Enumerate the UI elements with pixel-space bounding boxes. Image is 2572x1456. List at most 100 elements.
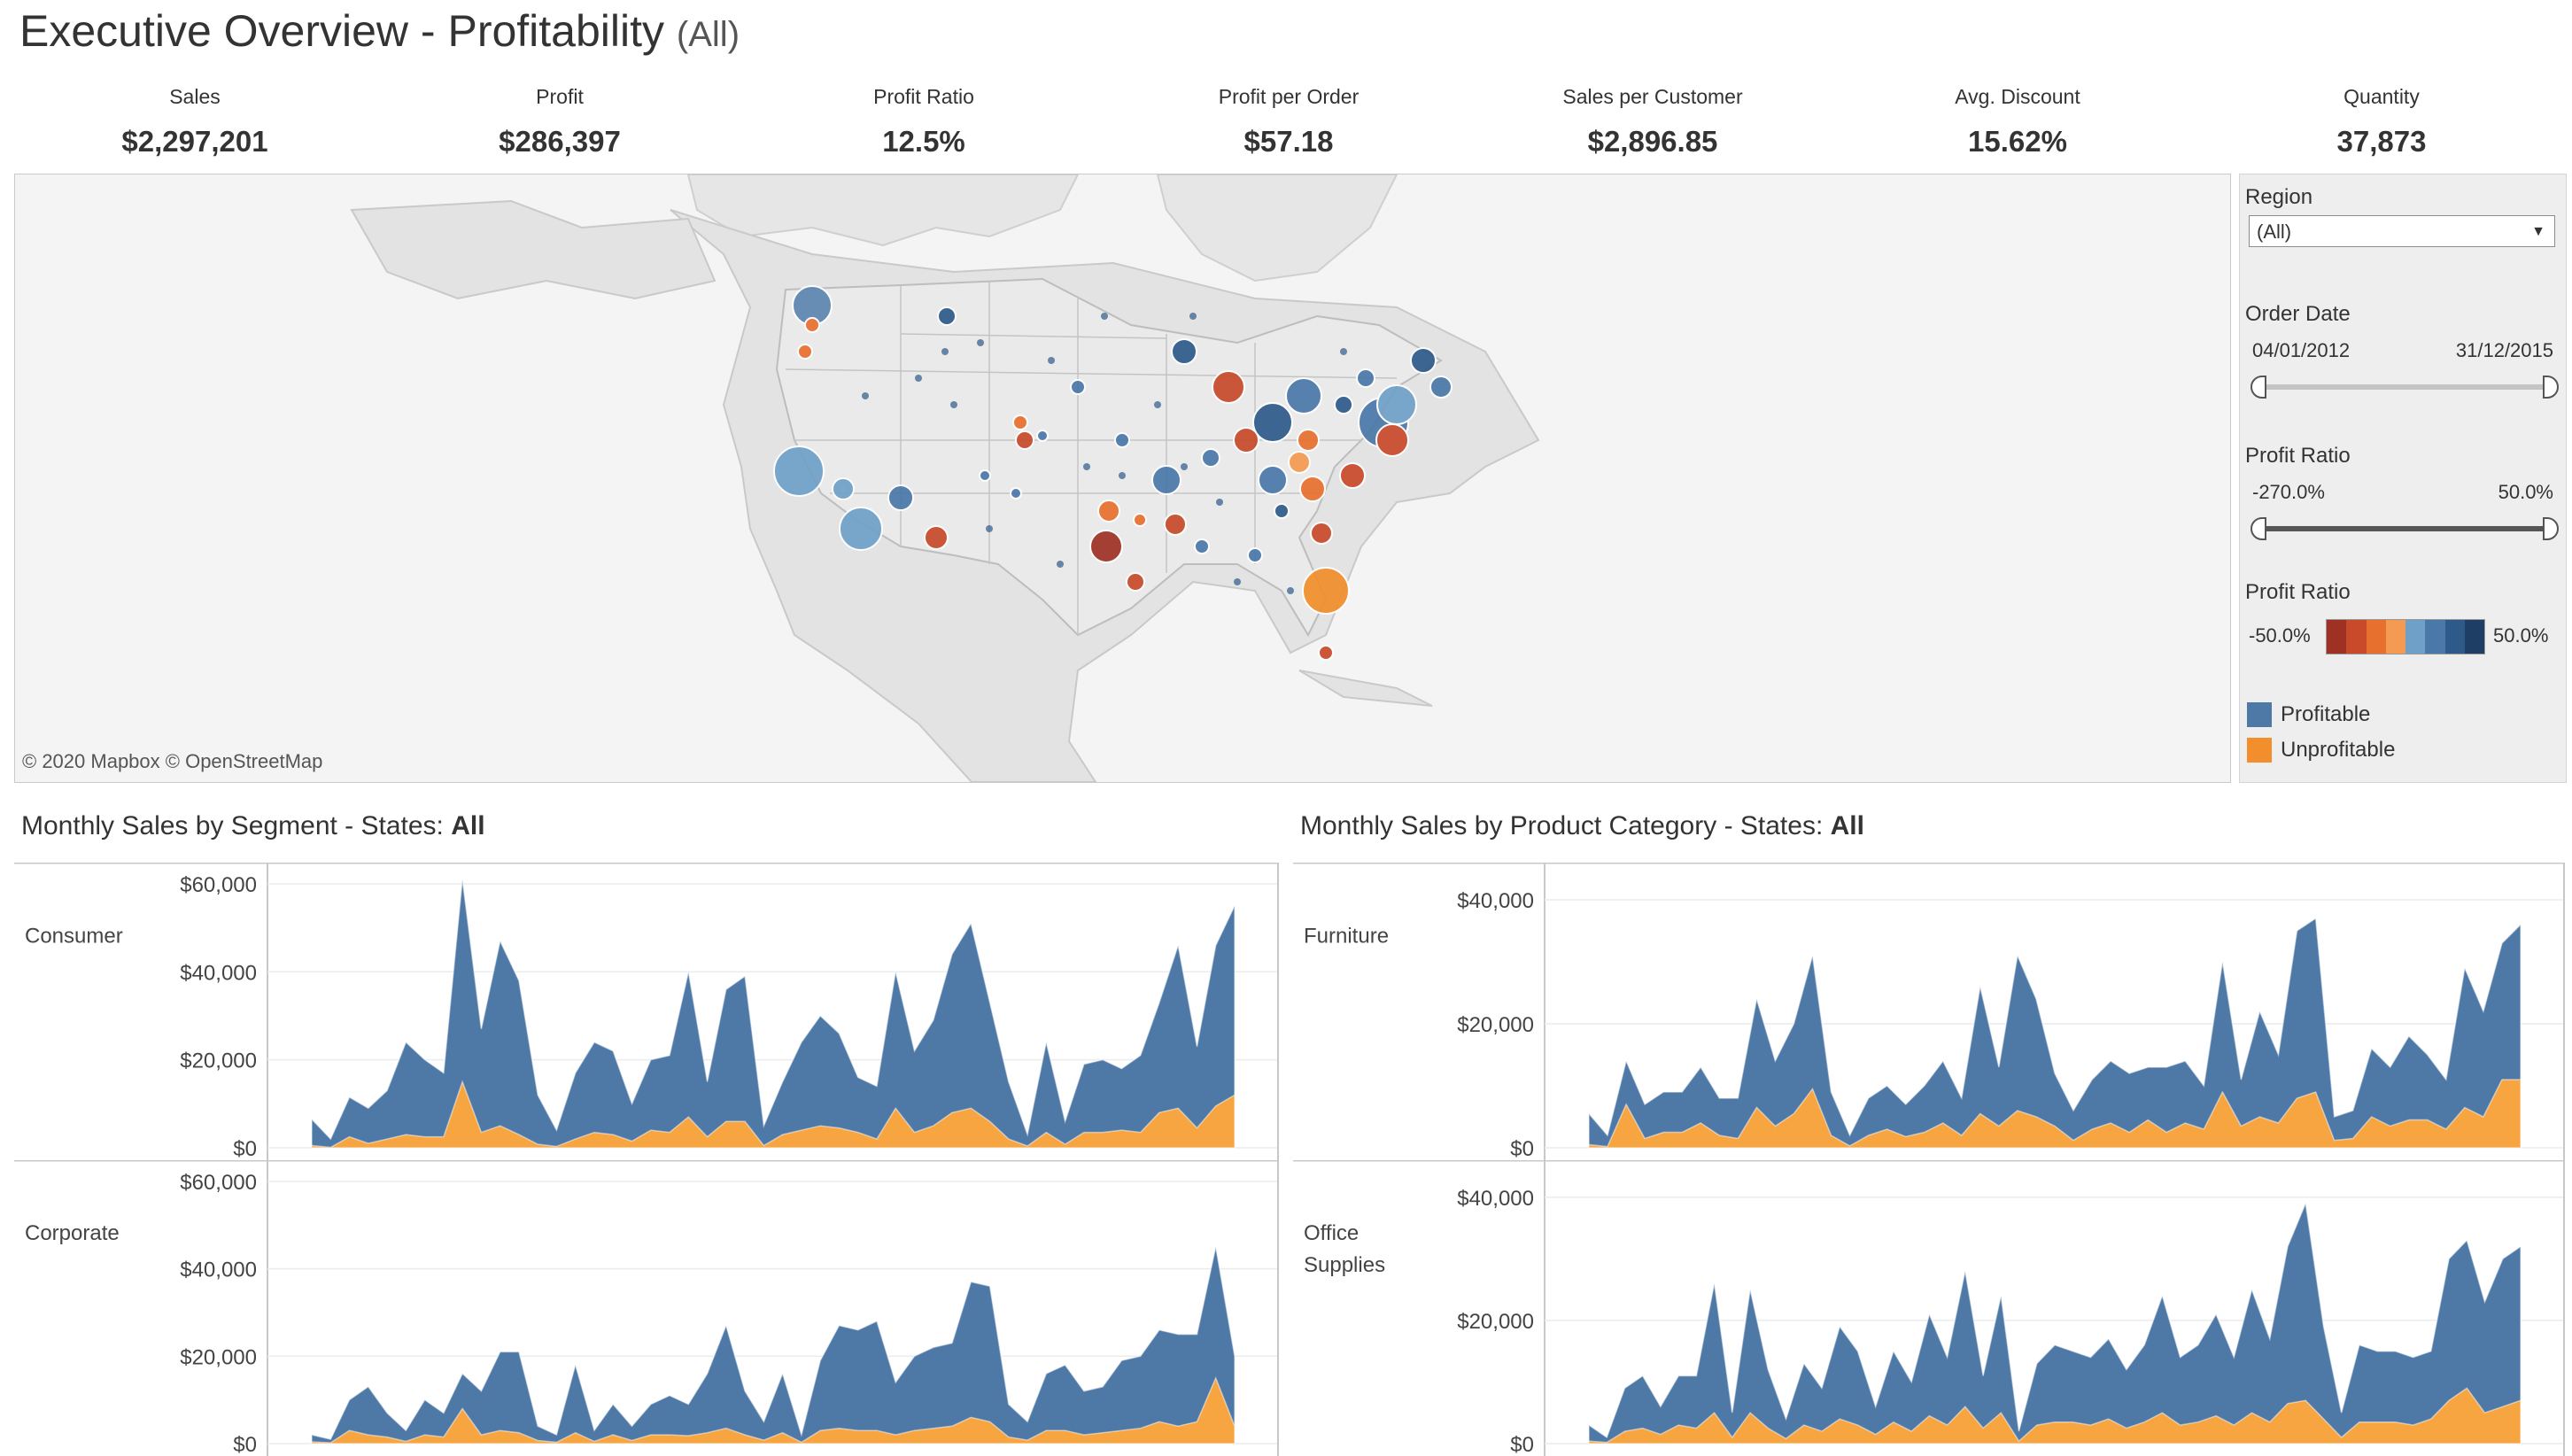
kpi-sales-per-customer: Sales per Customer $2,896.85 — [1520, 85, 1786, 159]
profit-ratio-max: 50.0% — [2498, 481, 2553, 503]
order-date-max-handle[interactable] — [2543, 376, 2559, 399]
kpi-label: Profit — [536, 85, 584, 108]
series-area-profitable — [1588, 1201, 2522, 1444]
color-swatch — [2464, 620, 2484, 654]
row-label: Furniture — [1304, 925, 1389, 949]
y-tick-label: $20,000 — [180, 1049, 257, 1073]
y-tick-label: $60,000 — [180, 1171, 257, 1195]
color-legend-max: 50.0% — [2493, 624, 2549, 647]
title-text: Executive Overview - Profitability — [19, 6, 665, 56]
order-date-min: 04/01/2012 — [2252, 339, 2351, 361]
profit-ratio-max-handle[interactable] — [2543, 517, 2559, 540]
color-swatch — [2444, 620, 2465, 654]
color-legend-min: -50.0% — [2249, 624, 2311, 647]
row-label: Office Supplies — [1304, 1221, 1385, 1277]
title-filter-state: (All) — [676, 15, 740, 54]
y-tick-label: $20,000 — [1457, 1310, 1534, 1334]
caret-down-icon: ▼ — [2531, 224, 2545, 239]
color-swatch — [2405, 620, 2426, 654]
kpi-value: $286,397 — [499, 125, 621, 158]
region-dropdown-value: (All) — [2257, 221, 2292, 243]
area-chart-svg: Office Supplies $0 $20,000 $40,000 — [1293, 1160, 2565, 1456]
unprofitable-swatch[interactable] — [2247, 738, 2272, 763]
y-tick-label: $0 — [233, 1433, 257, 1456]
profit-ratio-slider-track[interactable] — [2256, 526, 2553, 531]
y-tick-label: $20,000 — [1457, 1013, 1534, 1037]
kpi-label: Quantity — [2343, 85, 2420, 108]
profitable-swatch[interactable] — [2247, 702, 2272, 727]
kpi-label: Sales per Customer — [1562, 85, 1743, 108]
color-swatch — [2425, 620, 2445, 654]
kpi-value: $2,896.85 — [1587, 125, 1718, 158]
y-tick-label: $40,000 — [180, 1259, 257, 1282]
row-label: Corporate — [25, 1221, 120, 1245]
consumer-area-chart[interactable]: Consumer $0 $20,000 $40,000 $60,000 — [14, 863, 1279, 1160]
color-swatch — [2346, 620, 2367, 654]
furniture-area-chart[interactable]: Furniture $0 $20,000 $40,000 — [1293, 863, 2565, 1160]
series-area-profitable — [311, 879, 1236, 1149]
color-legend-label: Profit Ratio — [2245, 580, 2351, 604]
color-swatch — [2385, 620, 2405, 654]
kpi-label: Profit Ratio — [873, 85, 974, 108]
kpi-profit-per-order: Profit per Order $57.18 — [1156, 85, 1422, 159]
map-attribution[interactable]: © 2020 Mapbox © OpenStreetMap — [22, 750, 323, 772]
kpi-profit-ratio: Profit Ratio 12.5% — [791, 85, 1057, 159]
area-chart-svg: Corporate $0 $20,000 $40,000 $60,000 — [14, 1160, 1279, 1456]
profit-map[interactable]: © 2020 Mapbox © OpenStreetMap — [14, 174, 2231, 783]
color-swatch — [2366, 620, 2386, 654]
series-area-profitable — [1588, 917, 2522, 1149]
kpi-value: $57.18 — [1243, 125, 1334, 158]
profitable-legend-label[interactable]: Profitable — [2281, 702, 2371, 726]
category-title-state: All — [1830, 811, 1864, 840]
region-filter-label: Region — [2245, 185, 2313, 209]
segment-title-state: All — [451, 811, 485, 840]
series-area-unprofitable — [311, 1080, 1236, 1149]
y-tick-label: $60,000 — [180, 873, 257, 897]
order-date-slider-track[interactable] — [2256, 384, 2553, 390]
filter-panel: Region (All) ▼ Order Date 04/01/2012 31/… — [2239, 174, 2567, 783]
area-chart-svg: Consumer $0 $20,000 $40,000 $60,000 — [14, 863, 1279, 1160]
profit-ratio-min: -270.0% — [2252, 481, 2325, 503]
kpi-value: $2,297,201 — [121, 125, 268, 158]
series-area-unprofitable — [311, 1376, 1236, 1444]
y-tick-label: $40,000 — [1457, 1187, 1534, 1211]
segment-section-title: Monthly Sales by Segment - States: All — [21, 811, 485, 841]
profit-ratio-min-handle[interactable] — [2250, 517, 2266, 540]
y-tick-label: $0 — [233, 1137, 257, 1160]
profit-ratio-filter-label: Profit Ratio — [2245, 444, 2351, 468]
color-swatch — [2327, 620, 2347, 654]
area-chart-svg: Furniture $0 $20,000 $40,000 — [1293, 863, 2565, 1160]
region-dropdown[interactable]: (All) ▼ — [2249, 215, 2555, 247]
y-tick-label: $40,000 — [180, 961, 257, 985]
map-canvas[interactable] — [15, 174, 2230, 782]
office-supplies-area-chart[interactable]: Office Supplies $0 $20,000 $40,000 — [1293, 1160, 2565, 1456]
row-label: Consumer — [25, 925, 123, 949]
category-title-text: Monthly Sales by Product Category - Stat… — [1300, 811, 1831, 840]
kpi-avg-discount: Avg. Discount 15.62% — [1885, 85, 2150, 159]
order-date-max: 31/12/2015 — [2455, 339, 2553, 361]
kpi-value: 12.5% — [882, 125, 965, 158]
unprofitable-legend-label[interactable]: Unprofitable — [2281, 738, 2396, 762]
category-section-title: Monthly Sales by Product Category - Stat… — [1300, 811, 1864, 841]
kpi-label: Profit per Order — [1218, 85, 1360, 108]
y-tick-label: $0 — [1510, 1433, 1534, 1456]
order-date-filter-label: Order Date — [2245, 302, 2351, 326]
kpi-label: Sales — [169, 85, 221, 108]
kpi-quantity: Quantity 37,873 — [2249, 85, 2514, 159]
kpi-value: 15.62% — [1968, 125, 2067, 158]
color-legend-gradient — [2326, 619, 2485, 654]
kpi-sales: Sales $2,297,201 — [62, 85, 328, 159]
page-title: Executive Overview - Profitability (All) — [19, 5, 740, 57]
series-area-unprofitable — [1588, 1387, 2522, 1444]
y-tick-label: $20,000 — [180, 1345, 257, 1369]
kpi-profit: Profit $286,397 — [427, 85, 693, 159]
kpi-label: Avg. Discount — [1955, 85, 2080, 108]
y-tick-label: $0 — [1510, 1137, 1534, 1160]
corporate-area-chart[interactable]: Corporate $0 $20,000 $40,000 $60,000 — [14, 1160, 1279, 1456]
series-area-unprofitable — [1588, 1079, 2522, 1149]
series-area-profitable — [311, 1246, 1236, 1444]
kpi-value: 37,873 — [2336, 125, 2427, 158]
segment-title-text: Monthly Sales by Segment - States: — [21, 811, 452, 840]
order-date-min-handle[interactable] — [2250, 376, 2266, 399]
y-tick-label: $40,000 — [1457, 889, 1534, 913]
